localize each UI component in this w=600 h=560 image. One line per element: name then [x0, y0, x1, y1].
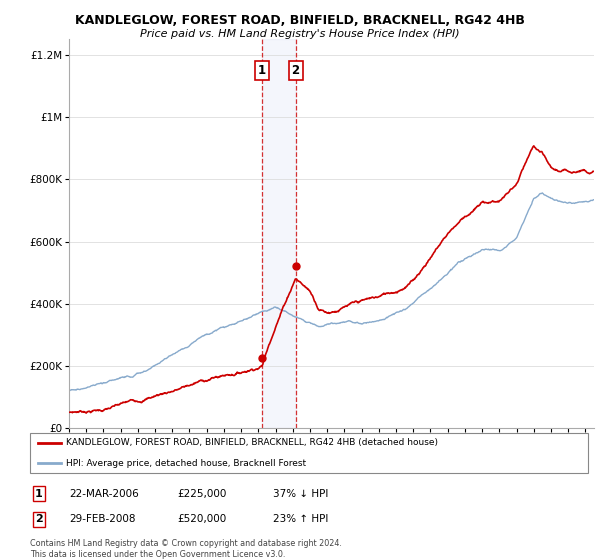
Text: Price paid vs. HM Land Registry's House Price Index (HPI): Price paid vs. HM Land Registry's House …: [140, 29, 460, 39]
Text: 2: 2: [35, 514, 43, 524]
Text: 23% ↑ HPI: 23% ↑ HPI: [273, 514, 328, 524]
FancyBboxPatch shape: [30, 433, 588, 473]
Text: 2: 2: [292, 64, 299, 77]
Text: KANDLEGLOW, FOREST ROAD, BINFIELD, BRACKNELL, RG42 4HB (detached house): KANDLEGLOW, FOREST ROAD, BINFIELD, BRACK…: [66, 438, 438, 447]
Text: £225,000: £225,000: [177, 489, 226, 499]
Text: 22-MAR-2006: 22-MAR-2006: [69, 489, 139, 499]
Text: 37% ↓ HPI: 37% ↓ HPI: [273, 489, 328, 499]
Text: £520,000: £520,000: [177, 514, 226, 524]
Text: 1: 1: [258, 64, 266, 77]
Text: KANDLEGLOW, FOREST ROAD, BINFIELD, BRACKNELL, RG42 4HB: KANDLEGLOW, FOREST ROAD, BINFIELD, BRACK…: [75, 14, 525, 27]
Text: Contains HM Land Registry data © Crown copyright and database right 2024.
This d: Contains HM Land Registry data © Crown c…: [30, 539, 342, 559]
Text: HPI: Average price, detached house, Bracknell Forest: HPI: Average price, detached house, Brac…: [66, 459, 307, 468]
Text: 1: 1: [35, 489, 43, 499]
Bar: [262, 39, 296, 428]
Text: 29-FEB-2008: 29-FEB-2008: [69, 514, 136, 524]
